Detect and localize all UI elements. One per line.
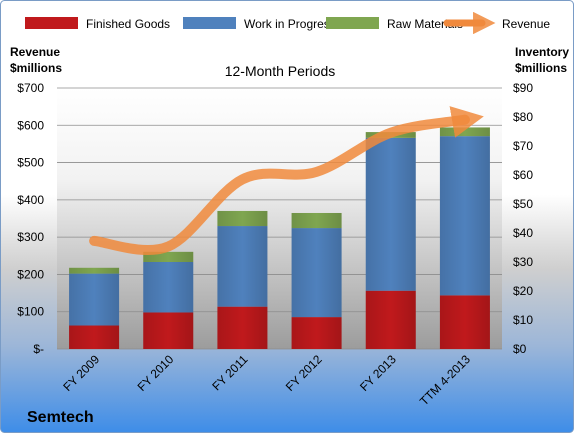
revenue-point-fy-2009 <box>93 240 95 242</box>
revenue-point-ttm-4-2013 <box>464 119 466 121</box>
bar-shade <box>143 312 194 349</box>
left-axis-title-line-1: Revenue <box>10 45 60 59</box>
left-tick-label: $200 <box>17 267 44 281</box>
right-axis-ticks: $0 $10 $20 $30 $40 $50 $60 $70 $80 $90 <box>513 81 533 356</box>
chart-subtitle: 12-Month Periods <box>225 63 336 79</box>
legend-swatch-finished-goods <box>25 17 78 29</box>
bar-shade <box>69 325 120 349</box>
bar-shade <box>69 273 120 326</box>
left-tick-label: $400 <box>17 193 44 207</box>
legend-swatch-work-in-progress <box>183 17 236 29</box>
right-tick-label: $90 <box>513 81 533 95</box>
left-tick-label: $600 <box>17 118 44 132</box>
plot-area <box>57 88 502 349</box>
bar-shade <box>69 267 120 274</box>
bar-shade <box>291 212 342 229</box>
right-tick-label: $60 <box>513 168 533 182</box>
left-tick-label: $- <box>33 342 44 356</box>
legend-label-work-in-progress: Work in Progress <box>244 17 336 31</box>
revenue-point-fy-2012 <box>316 171 318 173</box>
left-tick-label: $500 <box>17 156 44 170</box>
legend-swatch-raw-materials <box>326 17 379 29</box>
right-tick-label: $70 <box>513 139 533 153</box>
legend-label-finished-goods: Finished Goods <box>86 17 170 31</box>
right-tick-label: $80 <box>513 110 533 124</box>
bar-shade <box>217 210 268 227</box>
revenue-point-fy-2010 <box>167 245 169 247</box>
right-tick-label: $30 <box>513 255 533 269</box>
legend-label-raw-materials: Raw Materials <box>387 17 463 31</box>
right-tick-label: $20 <box>513 284 533 298</box>
right-axis-title-line-1: Inventory <box>515 45 569 59</box>
left-tick-label: $300 <box>17 230 44 244</box>
bar-shade <box>217 306 268 349</box>
revenue-point-fy-2011 <box>241 178 243 180</box>
bar-shade <box>143 262 194 313</box>
bar-shade <box>217 226 268 307</box>
right-tick-label: $40 <box>513 226 533 240</box>
bar-shade <box>365 137 416 291</box>
bars <box>69 127 490 349</box>
revenue-line <box>89 106 484 255</box>
bar-shade <box>439 136 490 296</box>
bar-shade <box>291 317 342 349</box>
left-tick-label: $100 <box>17 305 44 319</box>
right-axis-title-line-2: $millions <box>515 61 567 75</box>
revenue-point-fy-2013 <box>390 132 392 134</box>
bar-shade <box>439 295 490 349</box>
bar-shade <box>365 290 416 349</box>
right-tick-label: $10 <box>513 313 533 327</box>
bar-shade <box>439 127 490 137</box>
right-tick-label: $50 <box>513 197 533 211</box>
legend: Finished Goods Work in Progress Raw Mate… <box>25 11 550 35</box>
bar-shade <box>291 228 342 318</box>
legend-label-revenue: Revenue <box>502 17 550 31</box>
right-tick-label: $0 <box>513 342 527 356</box>
left-tick-label: $700 <box>17 81 44 95</box>
left-axis-title-line-2: $millions <box>10 61 62 75</box>
company-name: Semtech <box>27 409 94 426</box>
revenue-line-group <box>89 106 484 255</box>
left-axis-ticks: $- $100 $200 $300 $400 $500 $600 $700 <box>17 81 44 356</box>
bar-shade <box>143 251 194 262</box>
